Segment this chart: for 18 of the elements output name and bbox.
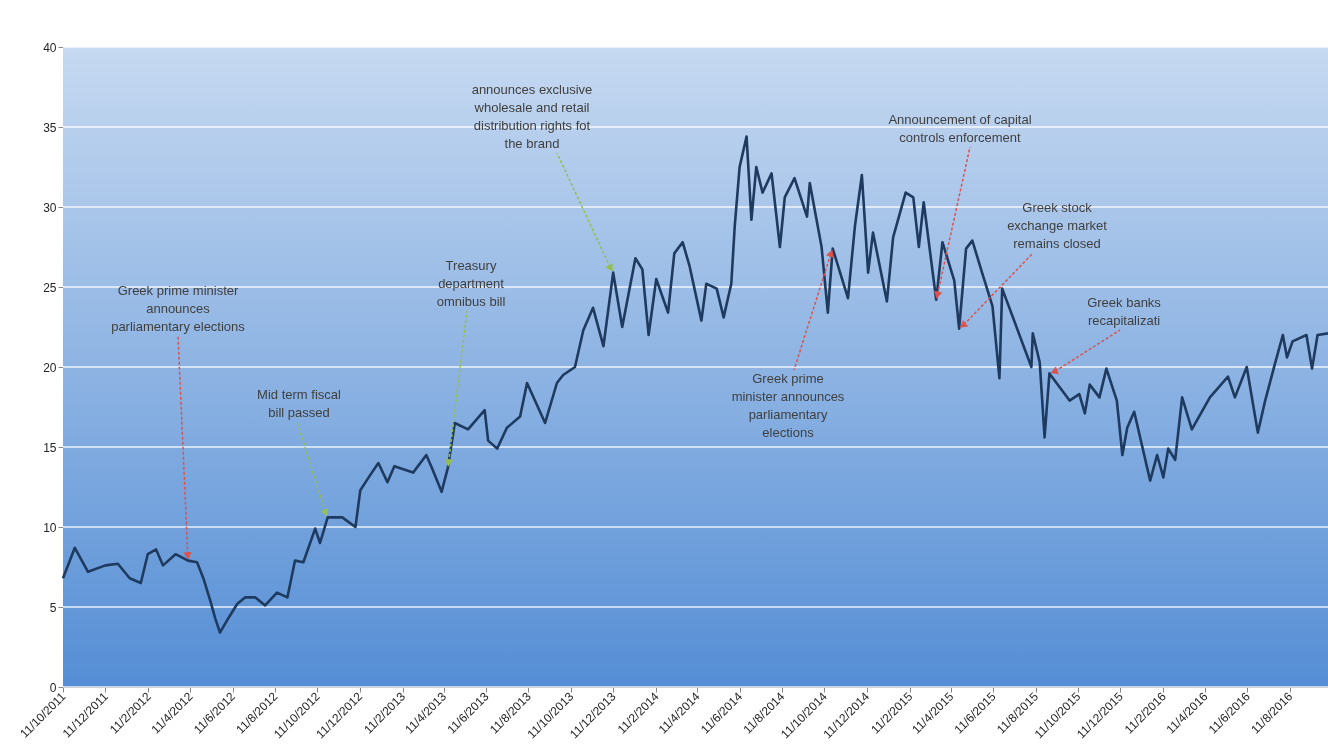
annotation: Greek stock exchange market remains closed: [1007, 200, 1108, 251]
y-tick-label: 40: [43, 40, 57, 55]
y-tick-label: 20: [43, 360, 57, 375]
annotation: Greek prime minister announces parliamentary elections: [111, 283, 246, 334]
y-tick-label: 30: [43, 200, 57, 215]
annotation: Announcement of capital controls enforcement: [888, 112, 1032, 145]
y-tick-label: 5: [49, 600, 57, 615]
y-tick-label: 25: [43, 280, 57, 295]
y-tick-label: 15: [43, 440, 57, 455]
annotation: Treasury department omnibus bill: [436, 258, 506, 309]
annotation: Greek banks recapitalizati: [1087, 295, 1162, 328]
line-series: [61, 135, 1328, 634]
y-tick-label: 10: [43, 520, 57, 535]
y-tick-label: 0: [49, 680, 57, 695]
annotation: Greek prime minister announces parliamentary elections: [731, 371, 845, 440]
y-tick-label: 35: [43, 120, 57, 135]
annotation: announces exclusive wholesale and retail distribution rights fot the brand: [471, 82, 593, 151]
annotation: Mid term fiscal bill passed: [257, 387, 341, 420]
